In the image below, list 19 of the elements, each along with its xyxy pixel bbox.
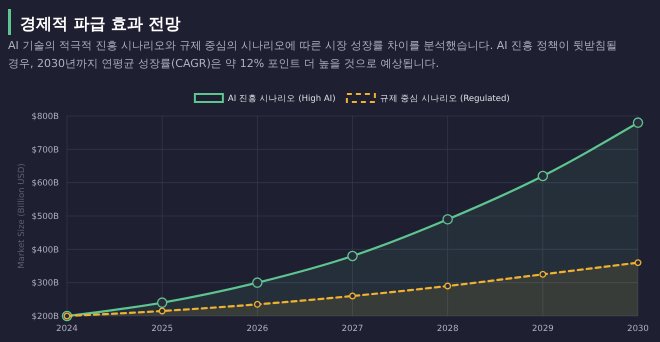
x-tick-label: 2030 bbox=[627, 324, 649, 334]
chart-subtitle: AI 기술의 적극적 진흥 시나리오와 규제 중심의 시나리오에 따른 시장 성장률 차이를 분석했습니다. AI 진흥 정책이 뒷받침될 경우, 2030년까지 연평균 성장률(CAGR)은 약 12% 포인트 더 높을 것으로 예상됩니다. bbox=[8, 39, 617, 70]
y-tick-label: $300B bbox=[32, 278, 60, 289]
x-tick-label: 2028 bbox=[436, 324, 458, 334]
x-tick-label: 2026 bbox=[246, 324, 268, 334]
y-tick-label: $400B bbox=[32, 245, 60, 256]
x-tick-label: 2025 bbox=[151, 324, 173, 334]
legend-label: AI 진흥 시나리오 (High AI) bbox=[228, 94, 336, 104]
y-tick-label: $700B bbox=[32, 145, 60, 156]
y-tick-label: $800B bbox=[32, 112, 60, 122]
y-tick-label: $600B bbox=[32, 178, 60, 189]
x-tick-label: 2027 bbox=[342, 324, 364, 334]
y-axis-title: Market Size (Billion USD) bbox=[17, 163, 27, 269]
x-tick-label: 2024 bbox=[56, 324, 78, 334]
chart-title: 경제적 파급 효과 전망 bbox=[20, 14, 181, 33]
y-tick-label: $200B bbox=[32, 312, 60, 322]
legend-label: 규제 중심 시나리오 (Regulated) bbox=[380, 94, 510, 104]
y-tick-label: $500B bbox=[32, 212, 60, 222]
x-tick-label: 2029 bbox=[532, 324, 554, 334]
